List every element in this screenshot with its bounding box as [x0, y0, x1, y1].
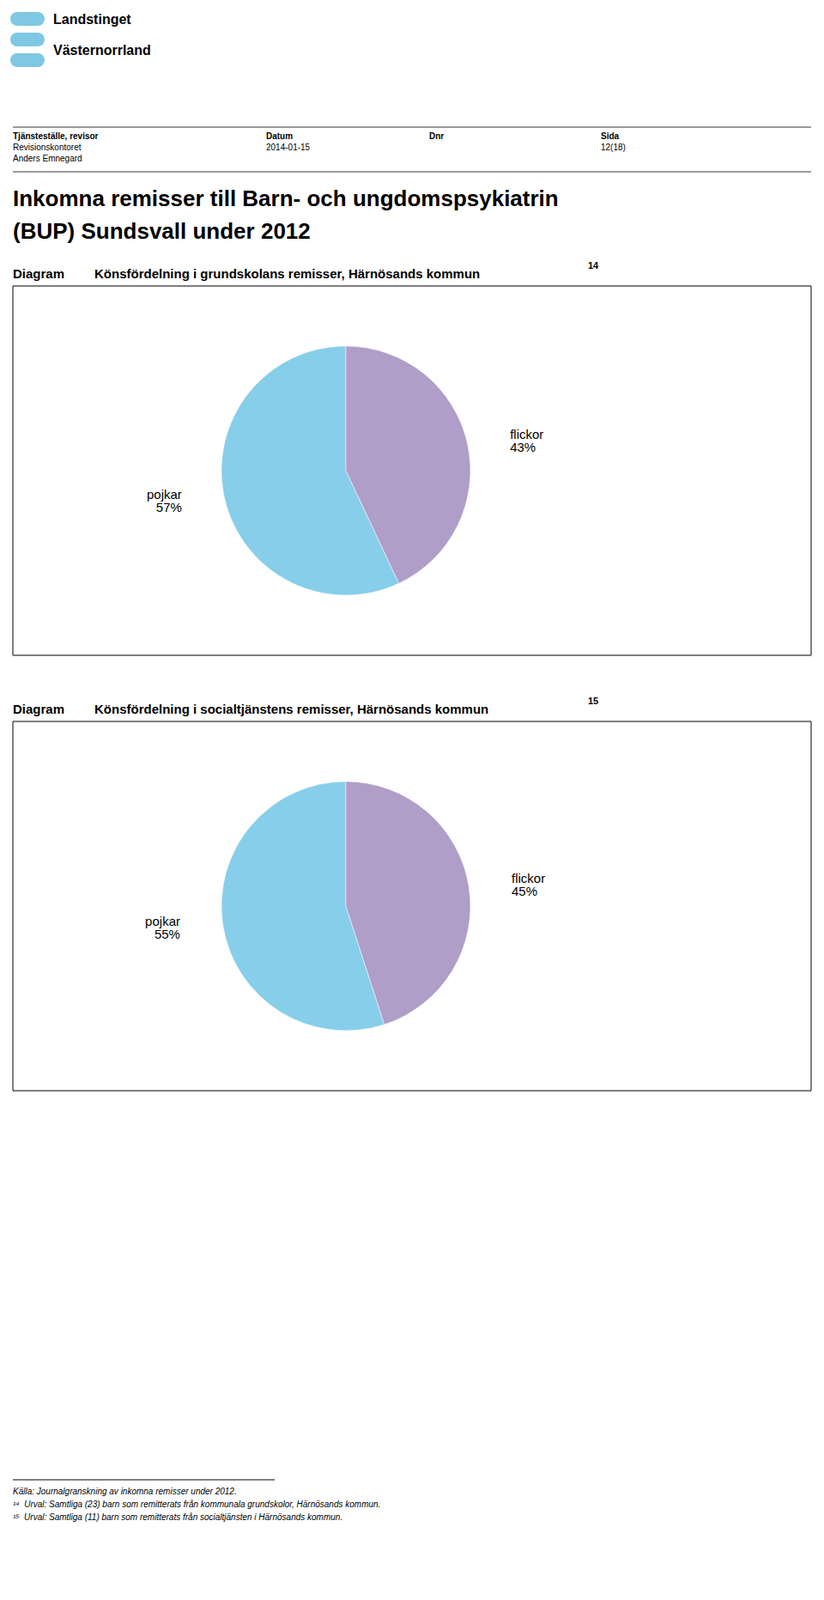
svg-text:Diagram: Diagram [12, 701, 65, 716]
svg-text:Datum: Datum [266, 131, 293, 141]
svg-text:Könsfördelning i socialtjänste: Könsfördelning i socialtjänstens remisse… [94, 701, 489, 716]
svg-text:pojkar: pojkar [146, 486, 182, 502]
svg-text:45%: 45% [511, 883, 538, 898]
svg-text:flickor: flickor [511, 870, 546, 885]
svg-text:Sida: Sida [600, 131, 620, 141]
svg-text:Källa: Journalgranskning av in: Källa: Journalgranskning av inkomna remi… [12, 1485, 237, 1496]
svg-text:Dnr: Dnr [429, 131, 444, 141]
svg-text:¹⁴ Urval: Samtliga (23) barn: ¹⁴ Urval: Samtliga (23) barn som remitte… [12, 1498, 381, 1509]
svg-text:12(18): 12(18) [600, 142, 626, 152]
svg-text:55%: 55% [154, 926, 181, 941]
svg-text:43%: 43% [509, 439, 536, 455]
svg-text:15: 15 [587, 695, 599, 706]
svg-text:Inkomna remisser till Barn- oc: Inkomna remisser till Barn- och ungdomsp… [12, 185, 559, 212]
svg-text:Västernorrland: Västernorrland [53, 42, 152, 58]
svg-text:Tjänsteställe, revisor: Tjänsteställe, revisor [12, 131, 99, 141]
svg-text:57%: 57% [156, 499, 182, 515]
svg-text:pojkar: pojkar [145, 913, 181, 928]
svg-text:Landstinget: Landstinget [53, 12, 132, 27]
svg-text:Revisionskontoret: Revisionskontoret [12, 142, 82, 152]
svg-text:Diagram: Diagram [12, 266, 65, 281]
svg-text:(BUP) Sundsvall under 2012: (BUP) Sundsvall under 2012 [12, 218, 311, 244]
svg-text:¹⁵ Urval: Samtliga (11) barn: ¹⁵ Urval: Samtliga (11) barn som remitte… [12, 1511, 343, 1521]
svg-text:flickor: flickor [509, 426, 544, 442]
svg-text:2014-01-15: 2014-01-15 [266, 142, 311, 152]
svg-text:14: 14 [587, 260, 600, 271]
svg-text:Könsfördelning i grundskolans: Könsfördelning i grundskolans remisser, … [94, 266, 480, 281]
svg-text:Anders Emnegard: Anders Emnegard [12, 153, 83, 164]
